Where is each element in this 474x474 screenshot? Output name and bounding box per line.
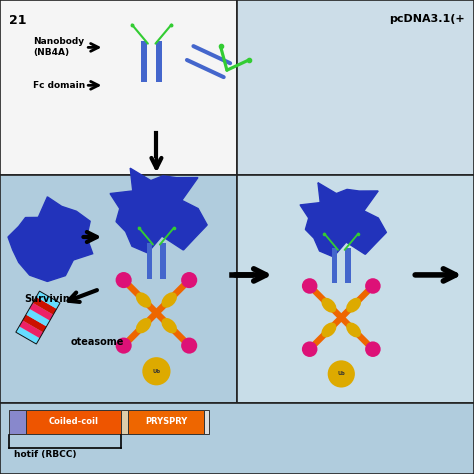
Text: Nanobody
(NB4A): Nanobody (NB4A) <box>33 37 84 57</box>
Ellipse shape <box>162 318 177 333</box>
Bar <box>16 326 40 344</box>
Polygon shape <box>301 182 386 257</box>
Ellipse shape <box>321 322 337 337</box>
Text: PRYSPRY: PRYSPRY <box>145 418 187 426</box>
Text: Ub: Ub <box>152 369 161 374</box>
Bar <box>19 320 43 338</box>
Text: Fc domain: Fc domain <box>33 81 85 90</box>
Ellipse shape <box>321 298 337 313</box>
Bar <box>237 175 474 403</box>
Bar <box>16 291 60 344</box>
Text: Ub: Ub <box>337 372 345 376</box>
Bar <box>237 0 474 175</box>
Text: Coiled-coil: Coiled-coil <box>48 418 99 426</box>
Bar <box>9 410 26 434</box>
Bar <box>147 243 152 279</box>
Bar <box>36 291 60 309</box>
Bar <box>128 410 204 434</box>
Text: pcDNA3.1(+: pcDNA3.1(+ <box>389 14 465 24</box>
Ellipse shape <box>136 292 151 308</box>
Ellipse shape <box>136 318 151 333</box>
Polygon shape <box>8 197 93 282</box>
Circle shape <box>142 357 171 385</box>
Text: oteasome: oteasome <box>71 337 125 346</box>
Bar <box>26 309 50 327</box>
Circle shape <box>365 341 381 357</box>
Bar <box>345 248 351 283</box>
Circle shape <box>116 272 132 288</box>
Text: 21: 21 <box>9 14 27 27</box>
Circle shape <box>181 272 197 288</box>
Circle shape <box>365 278 381 294</box>
Ellipse shape <box>162 292 177 308</box>
Bar <box>0 0 237 175</box>
Bar <box>121 410 128 434</box>
Circle shape <box>116 337 132 354</box>
Bar <box>23 315 46 332</box>
Circle shape <box>328 360 355 388</box>
Bar <box>141 41 147 82</box>
Bar <box>160 243 166 279</box>
Bar <box>0 175 237 403</box>
Circle shape <box>181 337 197 354</box>
Circle shape <box>302 278 318 294</box>
Ellipse shape <box>346 298 361 313</box>
Text: Survivin: Survivin <box>25 294 70 304</box>
Bar <box>33 297 57 315</box>
Bar <box>29 303 53 320</box>
Ellipse shape <box>346 322 361 337</box>
Bar <box>0 403 474 474</box>
Circle shape <box>302 341 318 357</box>
Text: hotif (RBCC): hotif (RBCC) <box>14 450 77 459</box>
Bar <box>204 410 209 434</box>
Bar <box>332 248 337 283</box>
Bar <box>26 410 121 434</box>
Bar <box>156 41 163 82</box>
Polygon shape <box>110 168 207 253</box>
